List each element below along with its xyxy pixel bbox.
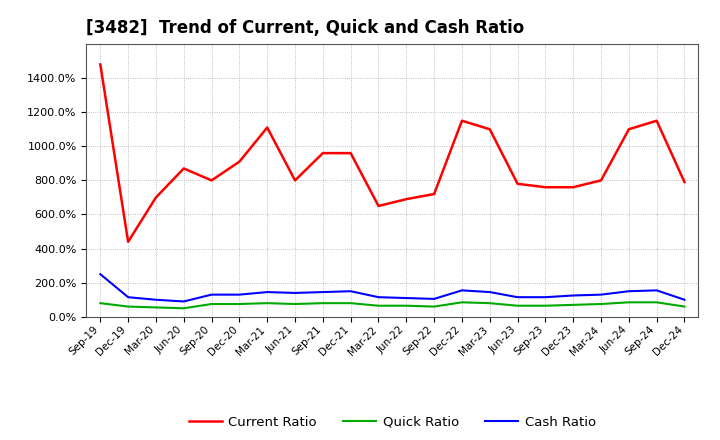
Quick Ratio [624, 300, 633, 305]
Cash Ratio [207, 292, 216, 297]
Cash Ratio [291, 290, 300, 296]
Cash Ratio [597, 292, 606, 297]
Current Ratio [374, 203, 383, 209]
Quick Ratio [374, 303, 383, 308]
Quick Ratio [485, 301, 494, 306]
Current Ratio [263, 125, 271, 130]
Current Ratio [541, 185, 550, 190]
Cash Ratio [318, 290, 327, 295]
Quick Ratio [263, 301, 271, 306]
Cash Ratio [179, 299, 188, 304]
Current Ratio [179, 166, 188, 171]
Cash Ratio [263, 290, 271, 295]
Current Ratio [513, 181, 522, 187]
Quick Ratio [541, 303, 550, 308]
Cash Ratio [624, 289, 633, 294]
Current Ratio [652, 118, 661, 123]
Quick Ratio [402, 303, 410, 308]
Quick Ratio [318, 301, 327, 306]
Cash Ratio [513, 294, 522, 300]
Current Ratio [597, 178, 606, 183]
Quick Ratio [96, 301, 104, 306]
Quick Ratio [207, 301, 216, 307]
Cash Ratio [152, 297, 161, 302]
Current Ratio [458, 118, 467, 123]
Current Ratio [402, 197, 410, 202]
Quick Ratio [458, 300, 467, 305]
Cash Ratio [569, 293, 577, 298]
Quick Ratio [346, 301, 355, 306]
Cash Ratio [124, 294, 132, 300]
Line: Cash Ratio: Cash Ratio [100, 274, 685, 301]
Current Ratio [152, 195, 161, 200]
Cash Ratio [652, 288, 661, 293]
Cash Ratio [402, 295, 410, 301]
Current Ratio [96, 62, 104, 67]
Current Ratio [346, 150, 355, 156]
Quick Ratio [569, 302, 577, 308]
Legend: Current Ratio, Quick Ratio, Cash Ratio: Current Ratio, Quick Ratio, Cash Ratio [184, 411, 601, 434]
Current Ratio [291, 178, 300, 183]
Line: Current Ratio: Current Ratio [100, 64, 685, 242]
Quick Ratio [513, 303, 522, 308]
Current Ratio [430, 191, 438, 197]
Current Ratio [485, 127, 494, 132]
Text: [3482]  Trend of Current, Quick and Cash Ratio: [3482] Trend of Current, Quick and Cash … [86, 19, 525, 37]
Quick Ratio [124, 304, 132, 309]
Quick Ratio [652, 300, 661, 305]
Line: Quick Ratio: Quick Ratio [100, 302, 685, 308]
Cash Ratio [346, 289, 355, 294]
Cash Ratio [458, 288, 467, 293]
Quick Ratio [430, 304, 438, 309]
Quick Ratio [235, 301, 243, 307]
Cash Ratio [430, 296, 438, 301]
Quick Ratio [680, 304, 689, 309]
Current Ratio [124, 239, 132, 244]
Quick Ratio [597, 301, 606, 307]
Cash Ratio [485, 290, 494, 295]
Current Ratio [624, 127, 633, 132]
Current Ratio [318, 150, 327, 156]
Quick Ratio [152, 305, 161, 310]
Cash Ratio [541, 294, 550, 300]
Current Ratio [569, 185, 577, 190]
Quick Ratio [291, 301, 300, 307]
Current Ratio [680, 180, 689, 185]
Cash Ratio [235, 292, 243, 297]
Quick Ratio [179, 306, 188, 311]
Cash Ratio [680, 297, 689, 302]
Cash Ratio [374, 294, 383, 300]
Cash Ratio [96, 271, 104, 277]
Current Ratio [207, 178, 216, 183]
Current Ratio [235, 159, 243, 164]
